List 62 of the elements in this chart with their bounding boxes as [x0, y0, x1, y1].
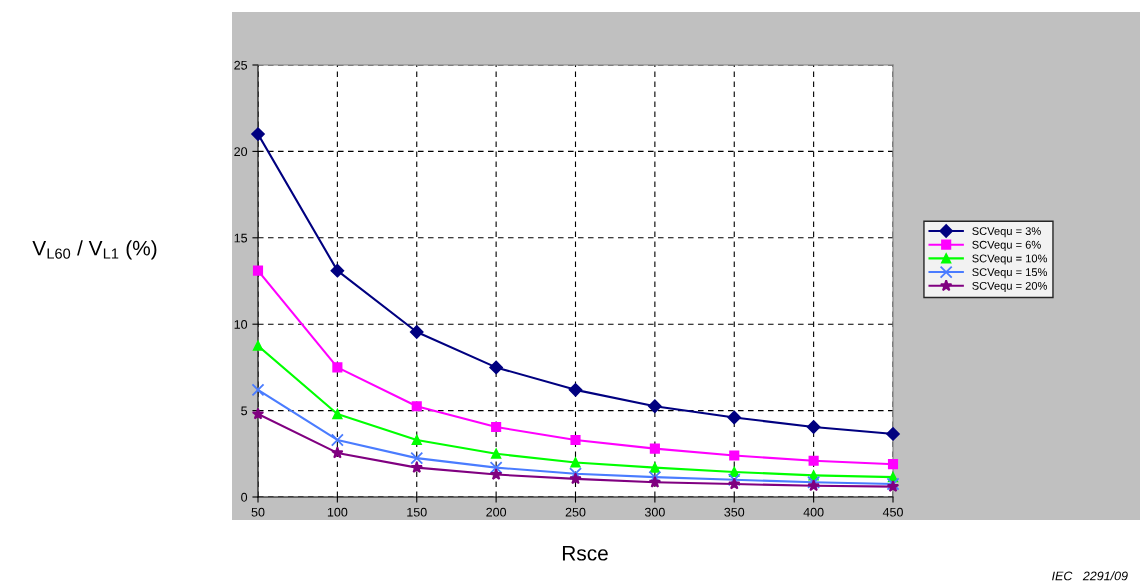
point	[251, 407, 265, 420]
legend-label: SCVequ = 3%	[972, 227, 1041, 238]
legend-label: SCVequ = 20%	[972, 281, 1048, 292]
x-tick-label: 400	[803, 507, 824, 517]
point	[807, 479, 820, 492]
y-tick-label: 25	[234, 60, 248, 70]
x-tick-label: 50	[251, 507, 265, 517]
point	[729, 450, 740, 461]
y-tick-label: 5	[241, 406, 248, 416]
point	[409, 325, 424, 339]
point	[330, 263, 345, 278]
point	[887, 459, 899, 470]
point	[727, 473, 741, 487]
point	[411, 434, 422, 446]
y-tick-label: 15	[234, 233, 248, 243]
point	[806, 420, 821, 434]
point	[330, 433, 344, 447]
x-tick-label: 250	[565, 507, 586, 517]
x-tick-label: 100	[327, 507, 348, 517]
point	[489, 461, 503, 475]
point	[411, 401, 422, 412]
point	[568, 383, 583, 397]
point	[808, 455, 819, 466]
point	[410, 451, 424, 465]
legend-label: SCVequ = 15%	[972, 268, 1048, 279]
point	[648, 475, 662, 488]
point	[570, 434, 581, 446]
y-tick-label: 10	[234, 320, 248, 329]
point	[491, 448, 502, 459]
point	[491, 421, 502, 433]
point	[331, 446, 344, 459]
point	[727, 410, 742, 425]
point	[649, 443, 660, 454]
point	[332, 408, 343, 420]
point	[569, 472, 582, 485]
x-tick-label: 450	[882, 507, 903, 517]
point	[251, 127, 265, 141]
y-tick-label: 20	[234, 147, 248, 157]
point	[410, 461, 423, 474]
point	[648, 399, 662, 414]
point	[252, 340, 264, 351]
point	[332, 362, 343, 373]
point	[729, 466, 740, 478]
point	[489, 468, 503, 480]
point	[728, 477, 741, 490]
point	[251, 383, 265, 397]
x-tick-label: 200	[486, 507, 507, 517]
point	[649, 462, 660, 473]
text: IEC 2291/09	[1052, 571, 1128, 581]
y-axis-title: V$_{L60}$ / V$_{L1}$ (%)	[32, 240, 157, 260]
x-tick-label: 300	[644, 507, 665, 517]
point	[807, 475, 821, 489]
x-tick-label: 350	[724, 507, 745, 517]
x-tick-label: 150	[407, 507, 427, 517]
legend-label: SCVequ = 6%	[972, 240, 1041, 251]
y-tick-label: 0	[241, 492, 248, 502]
point	[570, 457, 581, 468]
x-axis-title: Rsce	[562, 546, 608, 561]
point	[886, 427, 900, 441]
legend-label: SCVequ = 10%	[972, 254, 1048, 265]
point	[252, 265, 264, 276]
point	[489, 360, 503, 375]
